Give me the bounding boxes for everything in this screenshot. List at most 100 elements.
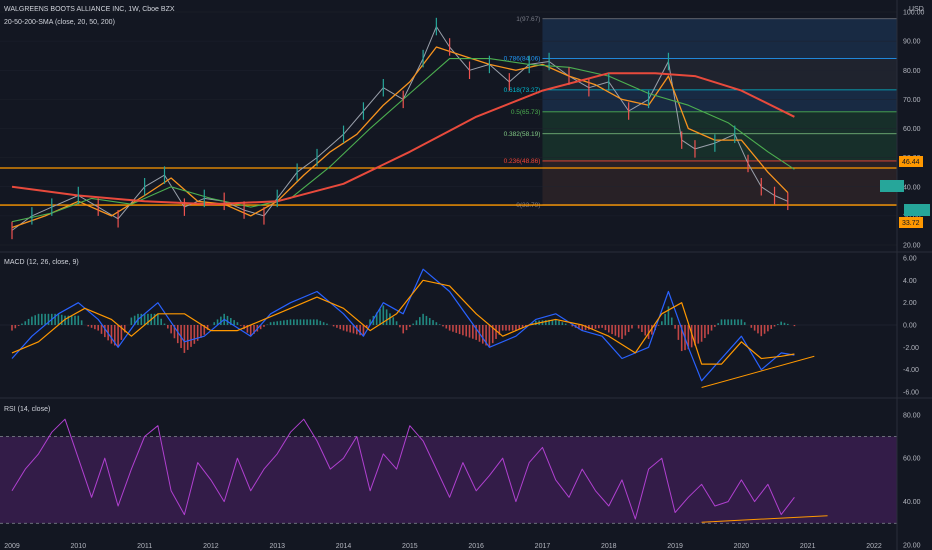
macd-histogram-bar[interactable]	[319, 320, 322, 325]
macd-histogram-bar[interactable]	[488, 325, 491, 348]
macd-histogram-bar[interactable]	[110, 325, 113, 344]
macd-histogram-bar[interactable]	[27, 318, 30, 325]
macd-histogram-bar[interactable]	[740, 319, 743, 325]
macd-histogram-bar[interactable]	[163, 323, 166, 325]
macd-histogram-bar[interactable]	[727, 319, 729, 325]
macd-histogram-bar[interactable]	[481, 325, 484, 344]
macd-histogram-bar[interactable]	[591, 325, 593, 330]
macd-histogram-bar[interactable]	[276, 321, 279, 325]
macd-histogram-bar[interactable]	[405, 325, 408, 331]
macd-histogram-bar[interactable]	[631, 325, 633, 329]
macd-histogram-bar[interactable]	[123, 325, 126, 333]
macd-histogram-bar[interactable]	[598, 325, 600, 329]
macd-histogram-bar[interactable]	[402, 325, 405, 334]
macd-histogram-bar[interactable]	[365, 325, 368, 328]
macd-histogram-bar[interactable]	[760, 325, 763, 337]
macd-histogram-bar[interactable]	[783, 322, 786, 325]
macd-histogram-bar[interactable]	[369, 319, 371, 325]
macd-histogram-bar[interactable]	[239, 325, 242, 326]
macd-histogram-bar[interactable]	[661, 321, 663, 325]
macd-histogram-bar[interactable]	[296, 319, 298, 325]
macd-histogram-bar[interactable]	[379, 308, 381, 325]
macd-histogram-bar[interactable]	[425, 315, 428, 325]
macd-histogram-bar[interactable]	[525, 325, 527, 327]
macd-histogram-bar[interactable]	[581, 325, 584, 331]
macd-histogram-bar[interactable]	[312, 319, 315, 325]
price-panel[interactable]: 1(97.67) 0.786(84.06) 0.618(73.27) 0.5(65.7…	[0, 10, 925, 250]
macd-histogram-bar[interactable]	[113, 325, 116, 346]
macd-histogram-bar[interactable]	[196, 325, 199, 341]
macd-histogram-bar[interactable]	[160, 318, 162, 325]
macd-histogram-bar[interactable]	[399, 325, 401, 328]
macd-histogram-bar[interactable]	[621, 325, 623, 339]
rsi-line[interactable]	[11, 418, 795, 520]
macd-histogram-bar[interactable]	[21, 323, 23, 325]
macd-histogram-bar[interactable]	[777, 324, 779, 325]
macd-histogram-bar[interactable]	[17, 325, 20, 326]
macd-histogram-bar[interactable]	[306, 319, 308, 325]
macd-histogram-bar[interactable]	[203, 325, 206, 335]
macd-histogram-bar[interactable]	[458, 325, 461, 335]
sma-indicator-label[interactable]: 20-50-200-SMA (close, 20, 50, 200)	[4, 19, 115, 26]
macd-histogram-bar[interactable]	[117, 325, 119, 348]
macd-histogram-bar[interactable]	[67, 315, 70, 325]
macd-histogram-bar[interactable]	[750, 325, 753, 328]
macd-histogram-bar[interactable]	[246, 325, 249, 333]
macd-histogram-bar[interactable]	[694, 325, 696, 346]
macd-histogram-bar[interactable]	[767, 325, 769, 332]
macd-histogram-bar[interactable]	[670, 317, 673, 325]
macd-histogram-bar[interactable]	[37, 313, 40, 325]
macd-histogram-bar[interactable]	[382, 305, 385, 325]
macd-histogram-bar[interactable]	[710, 325, 713, 331]
macd-histogram-bar[interactable]	[339, 325, 342, 330]
macd-histogram-bar[interactable]	[415, 320, 418, 325]
macd-histogram-bar[interactable]	[120, 325, 123, 340]
macd-histogram-bar[interactable]	[611, 325, 613, 335]
macd-histogram-bar[interactable]	[491, 325, 494, 344]
macd-histogram-bar[interactable]	[309, 319, 312, 325]
macd-histogram-bar[interactable]	[780, 321, 782, 325]
macd-histogram-bar[interactable]	[561, 322, 564, 325]
macd-histogram-bar[interactable]	[375, 312, 378, 325]
macd-histogram-bar[interactable]	[87, 325, 90, 327]
macd-histogram-bar[interactable]	[147, 313, 149, 325]
macd-histogram-bar[interactable]	[90, 325, 93, 328]
macd-histogram-bar[interactable]	[80, 320, 83, 325]
macd-histogram-bar[interactable]	[720, 319, 723, 325]
macd-histogram-bar[interactable]	[495, 325, 497, 339]
macd-histogram-bar[interactable]	[236, 322, 239, 325]
macd-histogram-bar[interactable]	[173, 325, 176, 339]
macd-histogram-bar[interactable]	[293, 319, 295, 325]
macd-histogram-bar[interactable]	[200, 325, 202, 338]
macd-histogram-bar[interactable]	[442, 325, 444, 327]
macd-histogram-bar[interactable]	[167, 325, 169, 329]
macd-histogram-bar[interactable]	[74, 315, 76, 325]
macd-histogram-bar[interactable]	[206, 325, 209, 330]
macd-histogram-bar[interactable]	[505, 325, 507, 331]
macd-histogram-bar[interactable]	[412, 323, 414, 325]
macd-histogram-bar[interactable]	[535, 320, 537, 325]
macd-histogram-bar[interactable]	[157, 313, 159, 325]
macd-histogram-bar[interactable]	[11, 325, 13, 331]
macd-histogram-bar[interactable]	[322, 322, 325, 325]
macd-histogram-bar[interactable]	[647, 325, 650, 339]
macd-histogram-bar[interactable]	[352, 325, 355, 334]
macd-histogram-bar[interactable]	[233, 320, 235, 325]
macd-histogram-bar[interactable]	[289, 319, 292, 325]
macd-histogram-bar[interactable]	[664, 313, 666, 325]
macd-histogram-bar[interactable]	[508, 325, 511, 331]
macd-histogram-bar[interactable]	[787, 323, 789, 325]
macd-histogram-bar[interactable]	[601, 325, 603, 328]
macd-histogram-bar[interactable]	[226, 315, 229, 325]
macd-histogram-bar[interactable]	[730, 319, 733, 325]
macd-histogram-bar[interactable]	[637, 325, 640, 329]
macd-histogram-bar[interactable]	[359, 325, 361, 336]
macd-histogram-bar[interactable]	[551, 319, 554, 325]
macd-histogram-bar[interactable]	[253, 325, 255, 334]
price-line[interactable]	[11, 26, 788, 231]
macd-histogram-bar[interactable]	[77, 315, 80, 325]
rsi-panel[interactable]: 80.00 60.00 40.00 20.00 2009 2010 2011 2012 2013…	[0, 412, 921, 550]
macd-histogram-bar[interactable]	[475, 325, 477, 340]
macd-histogram-bar[interactable]	[564, 323, 567, 325]
macd-histogram-bar[interactable]	[571, 325, 574, 327]
